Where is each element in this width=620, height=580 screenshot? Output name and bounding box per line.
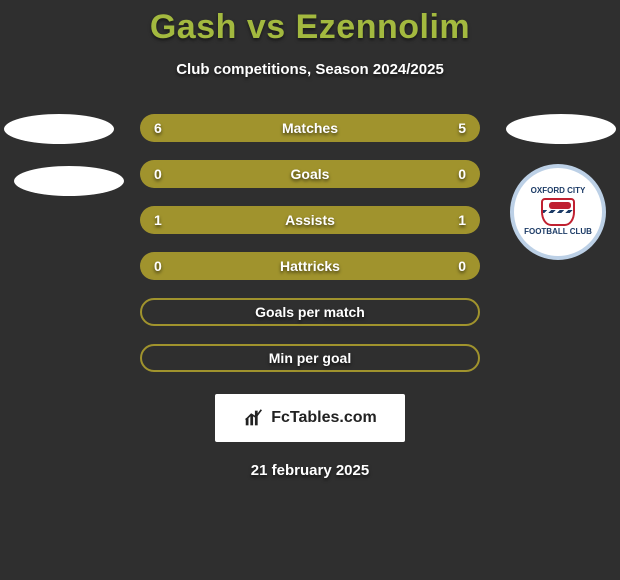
subtitle: Club competitions, Season 2024/2025	[0, 61, 620, 78]
stats-area: OXFORD CITY FOOTBALL CLUB 6 Matches 5 0 …	[0, 114, 620, 384]
stat-left-value: 6	[154, 120, 162, 136]
crest-shield-icon	[541, 198, 575, 226]
fctables-brand[interactable]: FcTables.com	[215, 394, 405, 442]
stat-bar-matches: 6 Matches 5	[140, 114, 480, 142]
stat-right-value: 1	[458, 212, 466, 228]
player-photo-left-placeholder	[4, 114, 114, 144]
stat-label: Hattricks	[280, 258, 340, 274]
stat-label: Assists	[285, 212, 335, 228]
stat-right-value: 0	[458, 258, 466, 274]
page-title: Gash vs Ezennolim	[0, 0, 620, 47]
stat-bar-hattricks: 0 Hattricks 0	[140, 252, 480, 280]
stat-bar-goals-per-match: Goals per match	[140, 298, 480, 326]
stat-left-value: 1	[154, 212, 162, 228]
stat-bar-goals: 0 Goals 0	[140, 160, 480, 188]
stat-label: Goals	[291, 166, 330, 182]
club-logo-left-placeholder	[14, 166, 124, 196]
footer-date: 21 february 2025	[0, 462, 620, 479]
stat-label: Goals per match	[255, 304, 365, 320]
chart-icon	[243, 407, 265, 429]
stat-left-value: 0	[154, 166, 162, 182]
player-photo-right-placeholder	[506, 114, 616, 144]
crest-bottom-text: FOOTBALL CLUB	[524, 228, 592, 237]
club-crest-right: OXFORD CITY FOOTBALL CLUB	[510, 164, 606, 260]
stat-right-value: 0	[458, 166, 466, 182]
stat-left-value: 0	[154, 258, 162, 274]
stat-right-value: 5	[458, 120, 466, 136]
stat-label: Min per goal	[269, 350, 351, 366]
stat-label: Matches	[282, 120, 338, 136]
stat-bar-min-per-goal: Min per goal	[140, 344, 480, 372]
fctables-label: FcTables.com	[271, 409, 377, 427]
stat-bars: 6 Matches 5 0 Goals 0 1 Assists 1 0 Hatt…	[140, 114, 480, 390]
stat-bar-assists: 1 Assists 1	[140, 206, 480, 234]
crest-top-text: OXFORD CITY	[531, 187, 586, 196]
